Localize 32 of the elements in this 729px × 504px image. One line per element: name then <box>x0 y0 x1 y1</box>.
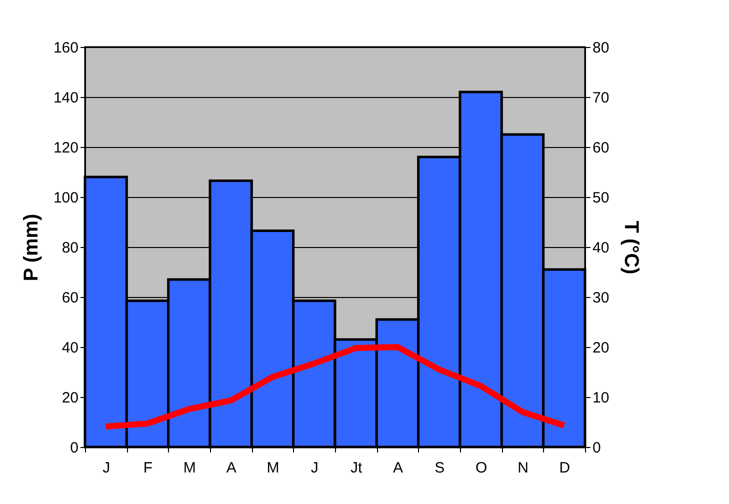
y2-tick-label: 80 <box>592 40 610 56</box>
x-tick-label: J <box>102 460 110 476</box>
y-tick-label: 140 <box>53 90 78 106</box>
y-tick-label: 40 <box>62 340 78 356</box>
x-tick-label: D <box>559 460 570 476</box>
y-tick-label: 60 <box>62 290 78 306</box>
y2-tick-label: 10 <box>592 390 610 406</box>
y-tick-label: 20 <box>62 390 78 406</box>
y2-axis-title: T (°C) <box>620 220 642 274</box>
y2-tick-label: 20 <box>592 340 610 356</box>
x-tick-label: M <box>183 460 196 476</box>
y2-tick-label: 60 <box>592 140 610 156</box>
y2-tick-label: 50 <box>592 190 610 206</box>
x-tick-label: O <box>475 460 488 476</box>
y2-tick-label: 30 <box>592 290 610 306</box>
y-tick-label: 80 <box>62 240 78 256</box>
y-tick-label: 100 <box>53 190 78 206</box>
x-tick-label: Jt <box>350 460 363 476</box>
y2-tick-label: 0 <box>592 440 601 456</box>
y2-tick-label: 70 <box>592 90 610 106</box>
y-axis-title: P (mm) <box>20 214 42 282</box>
x-tick-label: F <box>143 460 153 476</box>
y-tick-label: 160 <box>53 40 78 56</box>
x-tick-label: A <box>392 460 404 476</box>
x-tick-label: M <box>266 460 280 476</box>
x-tick-label: A <box>226 460 236 476</box>
x-tick-label: J <box>310 460 318 476</box>
y2-tick-label: 40 <box>592 240 610 256</box>
x-tick-label: N <box>518 460 528 476</box>
y-tick-label: 120 <box>53 140 78 156</box>
x-tick-label: S <box>434 460 445 476</box>
y-tick-label: 0 <box>70 440 78 456</box>
